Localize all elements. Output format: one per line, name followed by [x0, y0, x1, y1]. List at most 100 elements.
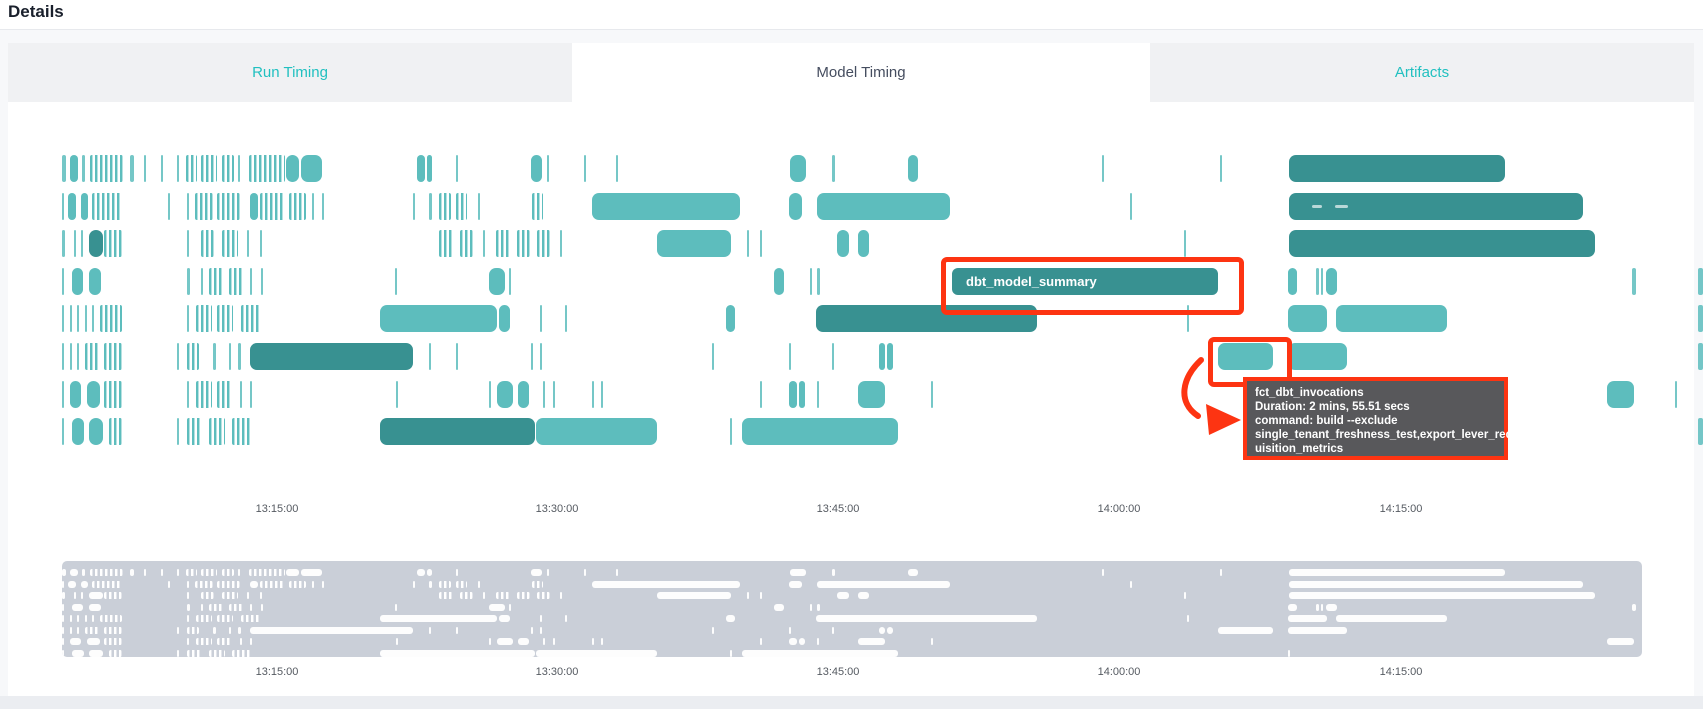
- timeline-bar[interactable]: [232, 418, 251, 446]
- timeline-bar[interactable]: [1326, 267, 1337, 295]
- timeline-bar[interactable]: [380, 649, 535, 657]
- timeline-bar[interactable]: [1218, 343, 1273, 370]
- timeline-bar[interactable]: [478, 192, 480, 220]
- timeline-bar[interactable]: [187, 192, 189, 220]
- timeline-bar[interactable]: [817, 603, 820, 611]
- timeline-bar[interactable]: [187, 418, 202, 446]
- timeline-bar[interactable]: [816, 615, 1037, 622]
- timeline-bar[interactable]: [62, 603, 64, 611]
- timeline-bar[interactable]: [810, 267, 812, 295]
- timeline-bar[interactable]: [209, 267, 223, 295]
- timeline-bar[interactable]: [186, 155, 197, 182]
- timeline-bar[interactable]: [429, 343, 431, 370]
- timeline-bar[interactable]: [1187, 305, 1189, 333]
- timeline-bar[interactable]: [879, 626, 885, 634]
- timeline-bar[interactable]: [858, 230, 869, 258]
- timeline-bar[interactable]: [177, 649, 179, 657]
- timeline-bar[interactable]: [70, 638, 81, 645]
- timeline-bar[interactable]: [887, 626, 893, 634]
- timeline-bar[interactable]: [760, 592, 762, 599]
- timeline-bar[interactable]: [789, 380, 797, 408]
- timeline-bar[interactable]: [70, 305, 72, 333]
- timeline-bar[interactable]: [601, 638, 603, 645]
- timeline-bar[interactable]: [592, 638, 594, 645]
- timeline-bar[interactable]: [90, 155, 123, 182]
- timeline-bar[interactable]: [1675, 380, 1677, 408]
- timeline-bar[interactable]: [62, 155, 66, 182]
- timeline-bar[interactable]: [201, 155, 217, 182]
- timeline-bar[interactable]: [222, 155, 234, 182]
- timeline-bar[interactable]: [81, 580, 88, 588]
- timeline-bar[interactable]: [62, 569, 66, 576]
- timeline-bar[interactable]: [81, 592, 83, 599]
- timeline-bar[interactable]: [229, 603, 243, 611]
- timeline-bar[interactable]: [89, 649, 103, 657]
- timeline-bar[interactable]: [130, 569, 134, 576]
- timeline-bar[interactable]: [144, 569, 146, 576]
- timeline-bar[interactable]: [1184, 592, 1186, 599]
- timeline-bar[interactable]: [1698, 267, 1703, 295]
- timeline-bar[interactable]: [62, 615, 64, 622]
- timeline-bar[interactable]: [879, 343, 885, 370]
- timeline-bar[interactable]: [322, 192, 324, 220]
- timeline-bar[interactable]: [380, 418, 535, 446]
- timeline-bar[interactable]: [547, 569, 549, 576]
- tab-artifacts[interactable]: Artifacts: [1150, 43, 1694, 102]
- timeline-bar[interactable]: [543, 638, 545, 645]
- timeline-bar[interactable]: [1326, 603, 1337, 611]
- timeline-bar[interactable]: [232, 649, 251, 657]
- timeline-bar[interactable]: [260, 230, 262, 258]
- timeline-bar[interactable]: [1288, 343, 1347, 370]
- timeline-bar[interactable]: [1698, 305, 1703, 333]
- timeline-bar[interactable]: [62, 380, 64, 408]
- timeline-bar[interactable]: [217, 638, 232, 645]
- timeline-bar[interactable]: [229, 626, 231, 634]
- timeline-bar[interactable]: [62, 626, 64, 634]
- timeline-bar[interactable]: [908, 569, 918, 576]
- timeline-bar[interactable]: [70, 626, 72, 634]
- timeline-bar[interactable]: [89, 230, 103, 258]
- timeline-bar[interactable]: [832, 155, 835, 182]
- timeline-bar[interactable]: [439, 192, 451, 220]
- timeline-bar[interactable]: [536, 649, 657, 657]
- timeline-bar[interactable]: [1289, 192, 1583, 220]
- timeline-bar[interactable]: [565, 305, 567, 333]
- timeline-bar[interactable]: [62, 580, 64, 588]
- timeline-bar[interactable]: [887, 343, 893, 370]
- timeline-bar[interactable]: [730, 649, 732, 657]
- timeline-bar[interactable]: [429, 192, 432, 220]
- timeline-bar[interactable]: [540, 305, 542, 333]
- timeline-bar[interactable]: [858, 380, 885, 408]
- timeline-bar[interactable]: [201, 230, 214, 258]
- timeline-bar[interactable]: [209, 418, 225, 446]
- timeline-bar[interactable]: [250, 343, 413, 370]
- timeline-bar[interactable]: [1218, 626, 1273, 634]
- timeline-bar[interactable]: [1632, 267, 1636, 295]
- timeline-bar[interactable]: [104, 380, 122, 408]
- timeline-bar[interactable]: [584, 155, 586, 182]
- timeline-bar[interactable]: [553, 638, 555, 645]
- timeline-bar[interactable]: [429, 626, 431, 634]
- timeline-bar[interactable]: [312, 192, 314, 220]
- timeline-bar[interactable]: [1336, 305, 1447, 333]
- timeline-bar[interactable]: [427, 155, 432, 182]
- timeline-bar[interactable]: [1632, 603, 1636, 611]
- timeline-bar[interactable]: [168, 580, 170, 588]
- timeline-bar[interactable]: [177, 155, 179, 182]
- timeline-bar[interactable]: [241, 305, 261, 333]
- timeline-bar[interactable]: [62, 649, 64, 657]
- timeline-bar[interactable]: [489, 380, 491, 408]
- timeline-bar[interactable]: [187, 580, 189, 588]
- timeline-bar[interactable]: [187, 343, 199, 370]
- timeline-bar[interactable]: [584, 569, 586, 576]
- timeline-bar[interactable]: [832, 626, 834, 634]
- timeline-bar[interactable]: [187, 592, 189, 599]
- timeline-bar[interactable]: [229, 343, 231, 370]
- timeline-bar[interactable]: [77, 615, 79, 622]
- timeline-bar[interactable]: [1321, 267, 1323, 295]
- timeline-bar[interactable]: [427, 569, 432, 576]
- timeline-bar[interactable]: [286, 569, 299, 576]
- timeline-bar[interactable]: [537, 230, 550, 258]
- timeline-bar[interactable]: [540, 615, 542, 622]
- timeline-bar[interactable]: [70, 155, 78, 182]
